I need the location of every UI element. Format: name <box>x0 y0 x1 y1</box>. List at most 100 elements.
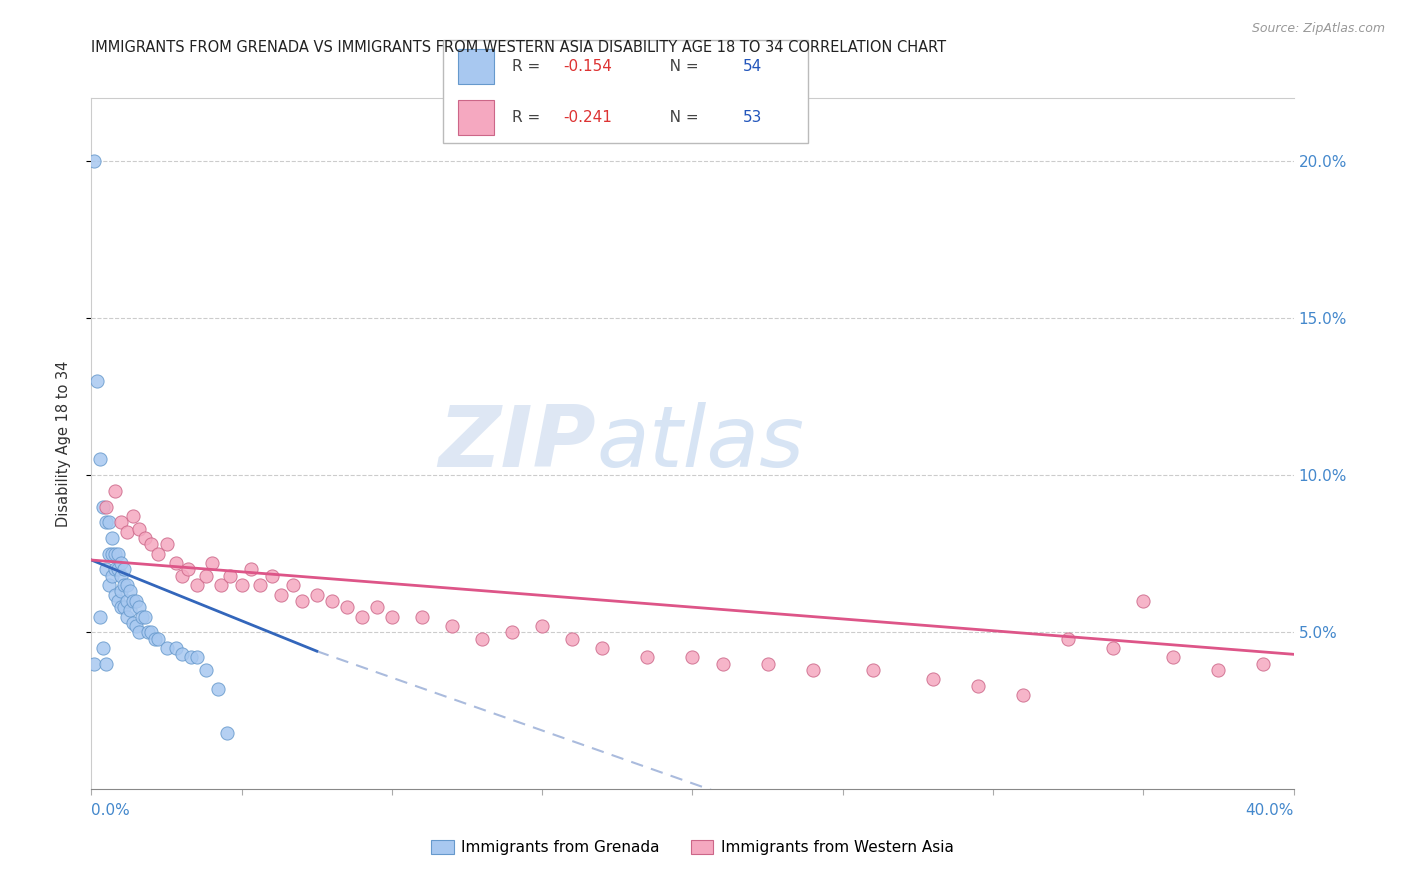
Point <box>1208 663 1230 677</box>
FancyBboxPatch shape <box>457 100 494 135</box>
Point <box>281 578 304 592</box>
Point <box>270 588 292 602</box>
Point <box>862 663 884 677</box>
Point <box>591 640 613 655</box>
Text: ZIP: ZIP <box>439 402 596 485</box>
Point <box>1102 640 1125 655</box>
Point <box>636 650 658 665</box>
Point <box>170 648 193 662</box>
Point <box>350 609 373 624</box>
Point <box>194 663 217 677</box>
Point <box>756 657 779 671</box>
FancyBboxPatch shape <box>443 40 808 143</box>
Point <box>122 594 145 608</box>
Point <box>239 562 262 576</box>
Point <box>96 562 118 576</box>
Point <box>366 600 388 615</box>
Point <box>131 609 153 624</box>
Text: R =: R = <box>512 59 546 74</box>
Point <box>86 374 108 388</box>
Point <box>101 531 124 545</box>
Point <box>93 500 115 514</box>
Point <box>122 615 145 630</box>
Point <box>110 516 132 530</box>
Point <box>260 568 283 582</box>
Point <box>114 578 136 592</box>
Point <box>101 568 124 582</box>
Point <box>186 578 208 592</box>
Point <box>249 578 271 592</box>
Text: IMMIGRANTS FROM GRENADA VS IMMIGRANTS FROM WESTERN ASIA DISABILITY AGE 18 TO 34 : IMMIGRANTS FROM GRENADA VS IMMIGRANTS FR… <box>91 40 946 55</box>
Point <box>1253 657 1275 671</box>
Point <box>141 537 163 551</box>
Point <box>801 663 824 677</box>
Point <box>96 657 118 671</box>
Point <box>134 531 156 545</box>
Point <box>128 600 150 615</box>
Text: 53: 53 <box>742 110 762 125</box>
Point <box>93 640 115 655</box>
Point <box>501 625 523 640</box>
Point <box>125 594 148 608</box>
Point <box>215 726 238 740</box>
Point <box>89 452 111 467</box>
Point <box>180 650 202 665</box>
Point <box>134 609 156 624</box>
Point <box>107 562 129 576</box>
Point <box>176 562 198 576</box>
Y-axis label: Disability Age 18 to 34: Disability Age 18 to 34 <box>56 360 70 527</box>
Point <box>321 594 343 608</box>
Point <box>411 609 433 624</box>
Point <box>128 522 150 536</box>
Point <box>967 679 990 693</box>
Text: N =: N = <box>655 59 703 74</box>
Point <box>125 619 148 633</box>
Point <box>110 584 132 599</box>
Point <box>471 632 494 646</box>
Point <box>218 568 240 582</box>
Point <box>83 657 105 671</box>
Point <box>922 673 945 687</box>
Point <box>138 625 160 640</box>
Point <box>201 556 224 570</box>
Point <box>114 562 136 576</box>
Point <box>155 640 177 655</box>
Point <box>336 600 359 615</box>
Text: Source: ZipAtlas.com: Source: ZipAtlas.com <box>1251 22 1385 36</box>
Point <box>209 578 232 592</box>
Point <box>96 500 118 514</box>
Point <box>681 650 703 665</box>
Point <box>146 632 169 646</box>
Point <box>143 632 166 646</box>
Point <box>291 594 314 608</box>
Point <box>231 578 253 592</box>
Point <box>1132 594 1154 608</box>
Point <box>83 153 105 168</box>
Text: 54: 54 <box>742 59 762 74</box>
Point <box>120 603 142 617</box>
Text: R =: R = <box>512 110 546 125</box>
Text: 40.0%: 40.0% <box>1246 803 1294 818</box>
Point <box>561 632 583 646</box>
Point <box>1012 688 1035 702</box>
Text: 0.0%: 0.0% <box>91 803 131 818</box>
Point <box>711 657 734 671</box>
Point <box>98 578 121 592</box>
Point <box>122 509 145 524</box>
Point <box>155 537 177 551</box>
Point <box>141 625 163 640</box>
Point <box>117 594 139 608</box>
Point <box>207 681 229 696</box>
Point <box>107 547 129 561</box>
Point <box>381 609 404 624</box>
Point <box>104 588 127 602</box>
Point <box>110 556 132 570</box>
Point <box>117 609 139 624</box>
Text: atlas: atlas <box>596 402 804 485</box>
Point <box>165 556 187 570</box>
Point <box>110 600 132 615</box>
Point <box>107 594 129 608</box>
Point <box>186 650 208 665</box>
Point <box>114 600 136 615</box>
Point <box>101 547 124 561</box>
